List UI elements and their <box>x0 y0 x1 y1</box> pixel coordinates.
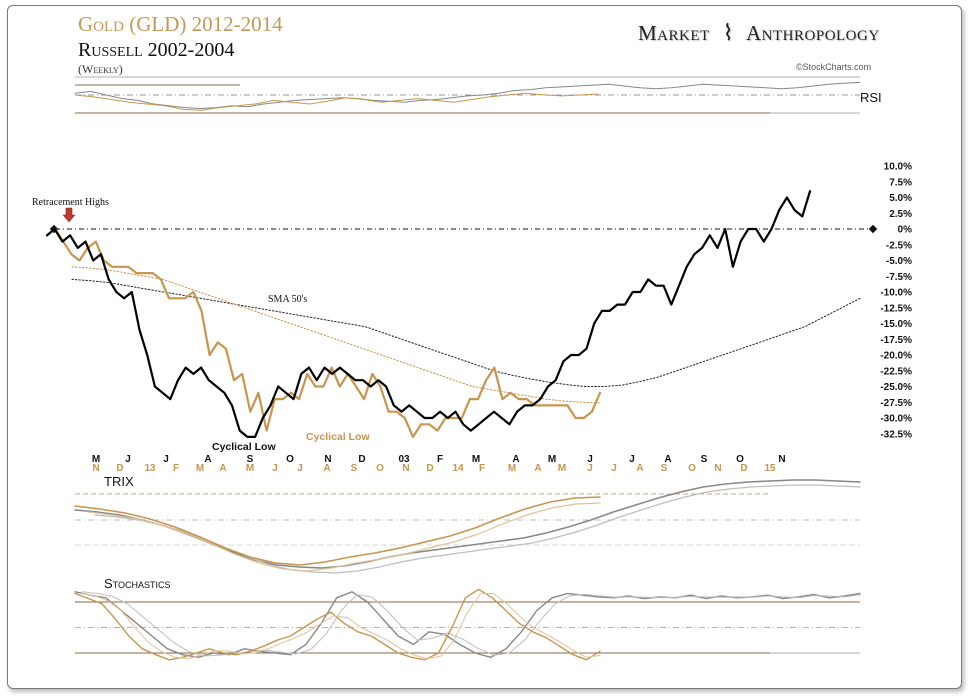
brand-left: Market <box>638 21 710 45</box>
gold-x-tick: A <box>534 463 541 474</box>
trix-gold-line <box>74 496 601 566</box>
zero-marker-right <box>868 224 878 234</box>
russell-x-tick: 03 <box>398 454 410 465</box>
russell-x-tick: O <box>736 454 744 465</box>
y-tick-label: -30.0% <box>880 414 912 425</box>
gold-x-tick: M <box>246 463 254 474</box>
gold-x-tick: D <box>740 463 747 474</box>
trix-label: TRIX <box>104 474 134 489</box>
brand-logo: Market ⌇ Anthropology <box>638 20 880 46</box>
gold-title: Gold (GLD) 2012-2014 <box>78 12 283 36</box>
gold-x-tick: A <box>219 463 226 474</box>
y-tick-label: -25.0% <box>880 382 912 393</box>
russell-title: Russell 2002-2004 <box>78 39 235 61</box>
stoch-gold-d <box>81 593 601 659</box>
gold-x-tick: J <box>587 463 593 474</box>
gold-x-tick: J <box>297 463 303 474</box>
gold-x-tick: 14 <box>452 463 464 474</box>
gold-x-tick: F <box>173 463 179 474</box>
gold-x-tick: 15 <box>764 463 776 474</box>
y-tick-label: 5.0% <box>889 193 912 204</box>
subtitle-weekly: (Weekly) <box>78 62 123 76</box>
retracement-highs-label: Retracement Highs <box>32 197 109 208</box>
rsi-label: RSI <box>860 90 882 105</box>
gold-x-tick: M <box>508 463 516 474</box>
russell-x-tick: O <box>286 454 294 465</box>
y-tick-label: 2.5% <box>889 209 912 220</box>
y-tick-label: 10.0% <box>884 162 912 173</box>
red-arrow-icon <box>62 207 76 223</box>
sma50-russell <box>71 278 861 387</box>
gold-x-tick: J <box>611 463 617 474</box>
gold-cyclical-low-label: Cyclical Low <box>306 431 370 443</box>
gold-x-tick: 13 <box>144 463 156 474</box>
gold-x-tick: J <box>272 463 278 474</box>
russell-x-tick: S <box>701 454 708 465</box>
russell-x-tick: M <box>92 454 100 465</box>
stoch-gold-k <box>74 588 601 661</box>
russell-x-tick: J <box>587 454 593 465</box>
gold-x-tick: N <box>402 463 409 474</box>
gold-x-tick: M <box>558 463 566 474</box>
y-tick-label: -20.0% <box>880 351 912 362</box>
trix-russell-signal <box>94 484 861 574</box>
gold-x-tick: D <box>426 463 433 474</box>
russell-x-tick: A <box>512 454 519 465</box>
russell-x-tick: F <box>437 454 443 465</box>
gold-x-tick: O <box>688 463 696 474</box>
y-tick-label: -10.0% <box>880 288 912 299</box>
y-tick-label: -17.5% <box>880 335 912 346</box>
gold-x-tick: A <box>323 463 330 474</box>
russell-x-tick: J <box>629 454 635 465</box>
y-tick-label: -12.5% <box>880 303 912 314</box>
chart-frame: Gold (GLD) 2012-2014 Russell 2002-2004 (… <box>7 5 962 689</box>
gold-x-tick: D <box>116 463 123 474</box>
gold-x-tick: S <box>351 463 358 474</box>
y-tick-label: -32.5% <box>880 429 912 440</box>
gold-x-tick: A <box>636 463 643 474</box>
gold-x-tick: O <box>376 463 384 474</box>
rsi-series-gold <box>74 92 599 111</box>
y-tick-label: -15.0% <box>880 319 912 330</box>
russell-x-tick: M <box>472 454 480 465</box>
y-tick-label: -27.5% <box>880 398 912 409</box>
russell-x-tick: A <box>204 454 211 465</box>
y-tick-label: 0% <box>898 225 913 236</box>
y-tick-label: 7.5% <box>889 177 912 188</box>
brand-right: Anthropology <box>746 21 880 45</box>
russell-x-tick: S <box>247 454 254 465</box>
russell-x-tick: J <box>163 454 169 465</box>
russell-x-tick: D <box>358 454 365 465</box>
gold-x-tick: S <box>661 463 668 474</box>
russell-x-tick: A <box>664 454 671 465</box>
sma50-gold <box>71 266 601 404</box>
y-tick-label: -7.5% <box>886 272 912 283</box>
gold-x-tick: F <box>479 463 485 474</box>
stochastics-label: Stochastics <box>104 576 171 591</box>
dna-helix-icon: ⌇ <box>722 20 735 45</box>
gold-x-tick: N <box>714 463 721 474</box>
gold-price-line <box>45 227 602 438</box>
sma-50-label: SMA 50's <box>268 294 307 305</box>
y-tick-label: -22.5% <box>880 366 912 377</box>
stockcharts-credit: ©StockCharts.com <box>796 62 872 72</box>
y-tick-label: -5.0% <box>886 256 912 267</box>
russell-x-tick: N <box>324 454 331 465</box>
russell-price-line <box>45 190 812 438</box>
russell-cyclical-low-label: Cyclical Low <box>212 441 276 453</box>
trix-russell-line <box>74 479 861 569</box>
stoch-russell-d <box>81 591 861 657</box>
trix-gold-signal <box>87 502 601 572</box>
gold-x-tick: M <box>196 463 204 474</box>
gold-x-tick: N <box>92 463 99 474</box>
russell-x-tick: J <box>125 454 131 465</box>
russell-x-tick: N <box>778 454 785 465</box>
rsi-series-russell <box>74 81 861 109</box>
russell-x-tick: M <box>548 454 556 465</box>
y-tick-label: -2.5% <box>886 240 912 251</box>
